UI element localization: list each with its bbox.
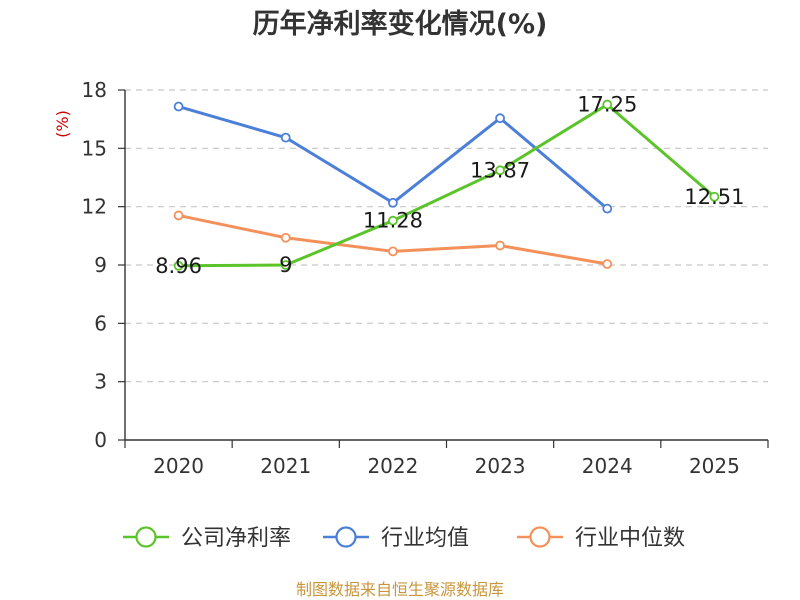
data-point	[602, 99, 613, 110]
legend-item: 行业均值	[323, 526, 469, 551]
data-point	[602, 259, 613, 269]
data-label: 8.96	[155, 254, 202, 278]
y-tick-label: 9	[94, 253, 107, 277]
data-label: 12.51	[684, 185, 744, 209]
y-tick-label: 15	[82, 136, 107, 160]
data-label: 11.28	[363, 209, 423, 233]
grid-layer	[125, 89, 768, 383]
data-point	[388, 246, 398, 257]
data-label: 13.87	[470, 158, 530, 182]
data-point	[709, 191, 720, 202]
y-tick-label: 6	[94, 311, 107, 335]
legend-item: 行业中位数	[517, 526, 685, 551]
y-axis-unit-label: (%)	[53, 110, 72, 138]
x-tick-label: 2020	[153, 454, 204, 478]
legend-marker	[135, 526, 157, 548]
series-line	[177, 105, 609, 211]
series-2	[173, 101, 613, 214]
series-1	[173, 99, 720, 271]
series-layer	[173, 99, 720, 271]
chart-title: 历年净利率变化情况(%)	[253, 8, 548, 40]
y-tick-label: 18	[82, 78, 107, 102]
data-point	[173, 210, 184, 221]
data-label: 17.25	[577, 93, 637, 117]
data-point	[495, 240, 505, 251]
data-point	[280, 232, 291, 243]
data-label: 9	[279, 253, 292, 277]
legend-item: 公司净利率	[123, 526, 291, 551]
data-point	[173, 101, 184, 112]
y-tick-label: 3	[94, 370, 107, 394]
data-point	[280, 132, 291, 143]
legend-marker	[529, 526, 551, 548]
legend-label: 行业中位数	[575, 526, 685, 551]
legend: 公司净利率 行业均值 行业中位数	[123, 526, 685, 551]
data-point	[173, 260, 184, 271]
legend-label: 公司净利率	[181, 526, 291, 551]
x-tick-label: 2024	[582, 454, 633, 478]
axis-layer: 0 3 6 9 12 15 18 2020 2021 2022 2023 2024 2025	[82, 78, 769, 478]
series-3	[173, 210, 613, 269]
data-label-layer: 8.96 9 11.28 13.87 17.25 12.51	[155, 93, 744, 278]
data-point	[495, 165, 505, 176]
series-line	[177, 103, 716, 268]
data-point	[280, 260, 291, 270]
x-tick-label: 2022	[367, 454, 418, 478]
data-point	[495, 113, 505, 124]
y-tick-label: 12	[82, 195, 107, 219]
x-tick-label: 2025	[689, 454, 740, 478]
data-point	[388, 197, 398, 208]
legend-marker	[335, 526, 357, 548]
legend-label: 行业均值	[381, 526, 469, 551]
x-tick-label: 2021	[260, 454, 311, 478]
x-tick-label: 2023	[475, 454, 526, 478]
data-point	[388, 215, 398, 226]
data-point	[602, 203, 613, 214]
y-tick-label: 0	[94, 428, 107, 452]
source-note: 制图数据来自恒生聚源数据库	[296, 580, 504, 599]
